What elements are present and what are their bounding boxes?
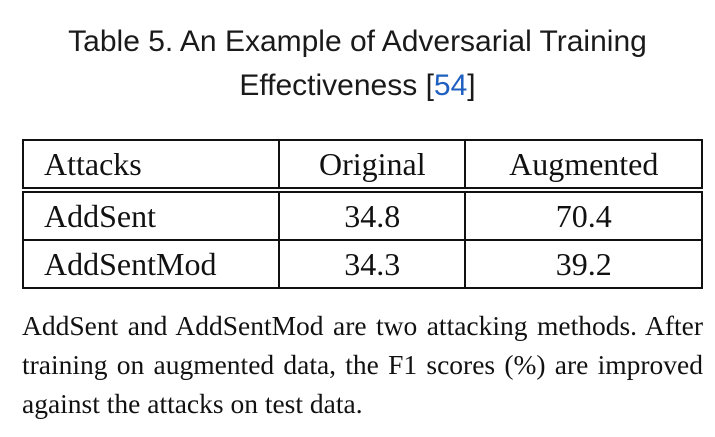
cell-attack-name: AddSentMod bbox=[21, 239, 281, 289]
cell-original-score: 34.8 bbox=[278, 189, 467, 241]
results-table-container: Attacks Original Augmented AddSent 34.8 … bbox=[21, 139, 703, 289]
cell-augmented-score: 39.2 bbox=[464, 239, 703, 289]
table-row: AddSent 34.8 70.4 bbox=[21, 189, 703, 241]
results-table: Attacks Original Augmented AddSent 34.8 … bbox=[21, 139, 703, 289]
citation-link[interactable]: 54 bbox=[433, 69, 468, 102]
cell-original-score: 34.3 bbox=[278, 239, 467, 289]
caption-line-2: Effectiveness [54] bbox=[0, 64, 715, 108]
table-row: AddSentMod 34.3 39.2 bbox=[21, 239, 703, 289]
caption-line-1: Table 5. An Example of Adversarial Train… bbox=[68, 25, 647, 58]
header-original: Original bbox=[278, 139, 467, 191]
table-caption: Table 5. An Example of Adversarial Train… bbox=[0, 20, 715, 108]
caption-line-2-prefix: Effectiveness [ bbox=[239, 69, 434, 102]
header-attacks: Attacks bbox=[21, 139, 281, 191]
cell-augmented-score: 70.4 bbox=[464, 189, 703, 241]
table-header-row: Attacks Original Augmented bbox=[21, 139, 703, 191]
caption-line-2-suffix: ] bbox=[467, 69, 476, 102]
header-augmented: Augmented bbox=[464, 139, 703, 191]
table-footnote: AddSent and AddSentMod are two attacking… bbox=[22, 310, 703, 419]
cell-attack-name: AddSent bbox=[21, 189, 281, 241]
